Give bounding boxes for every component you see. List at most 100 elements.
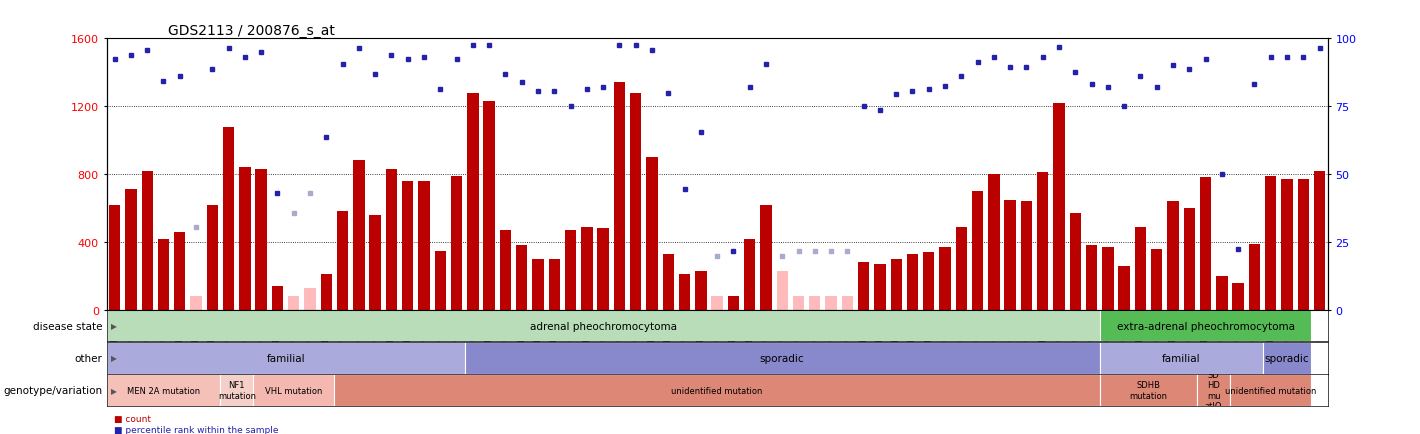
Bar (1086, 246, 1098, 310)
Bar (875, 265, 886, 310)
Text: NF1
mutation: NF1 mutation (217, 381, 256, 400)
Bar (1004, 200, 1015, 310)
Bar (354, 161, 365, 310)
Bar (630, 93, 642, 310)
Bar (890, 260, 902, 310)
Bar (500, 230, 511, 310)
Text: sporadic: sporadic (760, 353, 805, 363)
Bar (1054, 103, 1065, 310)
Bar (158, 239, 169, 310)
Bar (435, 251, 446, 310)
Bar (1197, 375, 1230, 406)
Bar (727, 297, 738, 310)
Text: ▶: ▶ (111, 386, 116, 395)
Bar (386, 170, 398, 310)
Bar (419, 181, 430, 310)
Text: ■ percentile rank within the sample: ■ percentile rank within the sample (114, 425, 278, 434)
Bar (679, 275, 690, 310)
Bar (907, 254, 919, 310)
Bar (220, 375, 253, 406)
Bar (1167, 202, 1179, 310)
Text: familial: familial (267, 353, 305, 363)
Bar (1119, 266, 1130, 310)
Bar (253, 375, 335, 406)
Bar (744, 239, 755, 310)
Text: ▶: ▶ (111, 354, 116, 362)
Bar (1200, 178, 1211, 310)
Text: adrenal pheochromocytoma: adrenal pheochromocytoma (530, 321, 676, 331)
Bar (288, 297, 300, 310)
Bar (613, 83, 625, 310)
Bar (190, 297, 202, 310)
Bar (402, 181, 413, 310)
Bar (971, 192, 983, 310)
Bar (256, 170, 267, 310)
Bar (696, 271, 707, 310)
Bar (1314, 171, 1325, 310)
Bar (467, 93, 479, 310)
Bar (1248, 244, 1260, 310)
Bar (1099, 310, 1312, 342)
Bar (548, 260, 559, 310)
Bar (515, 246, 527, 310)
Bar (1216, 276, 1227, 310)
Text: unidentified mutation: unidentified mutation (672, 386, 763, 395)
Bar (760, 205, 771, 310)
Bar (1099, 375, 1197, 406)
Bar (464, 342, 1099, 374)
Bar (175, 232, 186, 310)
Text: genotype/variation: genotype/variation (3, 385, 102, 395)
Bar (809, 297, 821, 310)
Text: unidentified mutation: unidentified mutation (1225, 386, 1316, 395)
Bar (106, 342, 464, 374)
Bar (106, 375, 220, 406)
Bar (565, 230, 577, 310)
Bar (1099, 342, 1262, 374)
Text: disease state: disease state (33, 321, 102, 331)
Bar (858, 263, 869, 310)
Bar (335, 375, 1099, 406)
Text: other: other (74, 353, 102, 363)
Bar (452, 176, 463, 310)
Bar (777, 271, 788, 310)
Bar (532, 260, 544, 310)
Bar (1265, 176, 1277, 310)
Bar (1069, 214, 1081, 310)
Bar (1135, 227, 1146, 310)
Bar (369, 215, 381, 310)
Bar (1037, 173, 1048, 310)
Bar (337, 212, 348, 310)
Bar (1298, 180, 1309, 310)
Bar (239, 168, 250, 310)
Bar (223, 127, 234, 310)
Bar (1262, 342, 1312, 374)
Bar (940, 247, 951, 310)
Bar (842, 297, 853, 310)
Bar (988, 174, 1000, 310)
Text: SD
HD
mu
atIO: SD HD mu atIO (1206, 370, 1223, 410)
Bar (125, 190, 136, 310)
Text: MEN 2A mutation: MEN 2A mutation (126, 386, 200, 395)
Text: sporadic: sporadic (1265, 353, 1309, 363)
Bar (598, 229, 609, 310)
Text: ▶: ▶ (111, 322, 116, 330)
Text: GDS2113 / 200876_s_at: GDS2113 / 200876_s_at (168, 24, 335, 38)
Bar (1281, 180, 1292, 310)
Text: VHL mutation: VHL mutation (266, 386, 322, 395)
Bar (923, 253, 934, 310)
Bar (792, 297, 804, 310)
Bar (304, 288, 315, 310)
Bar (646, 158, 657, 310)
Bar (321, 275, 332, 310)
Bar (1021, 202, 1032, 310)
Bar (1152, 249, 1163, 310)
Bar (207, 205, 219, 310)
Bar (109, 205, 121, 310)
Bar (106, 310, 1099, 342)
Bar (1230, 375, 1312, 406)
Bar (1233, 283, 1244, 310)
Bar (1102, 247, 1113, 310)
Text: extra-adrenal pheochromocytoma: extra-adrenal pheochromocytoma (1116, 321, 1295, 331)
Bar (142, 171, 153, 310)
Bar (825, 297, 836, 310)
